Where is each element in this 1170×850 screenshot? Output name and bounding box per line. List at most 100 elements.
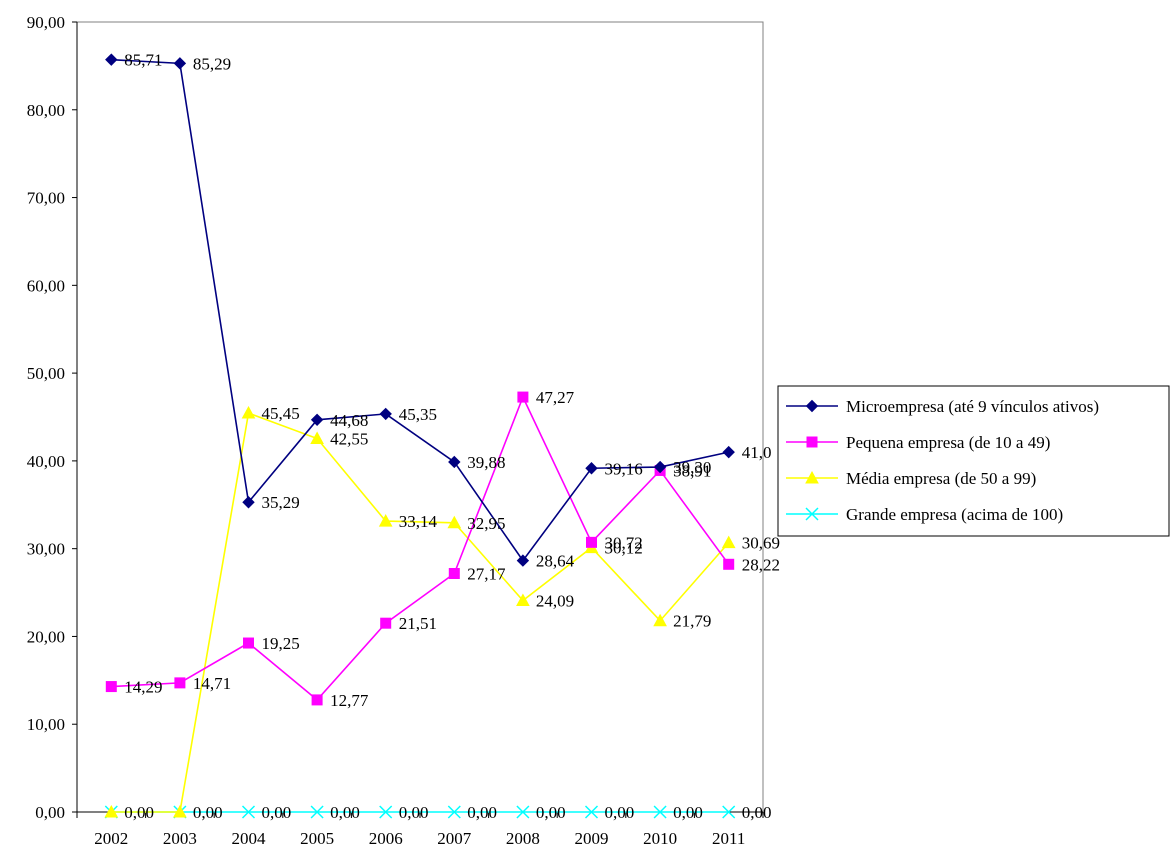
data-point [105, 681, 117, 693]
x-tick-label: 2008 [506, 829, 540, 848]
data-point [310, 431, 324, 445]
data-label: 85,71 [124, 51, 162, 70]
data-point [723, 558, 735, 570]
data-point [174, 677, 186, 689]
data-label: 0,00 [399, 803, 429, 822]
data-point [310, 805, 324, 819]
legend-marker [805, 507, 819, 521]
y-axis: 0,00 10,00 20,00 30,00 40,00 50,00 60,00 70,00 8… [27, 13, 78, 822]
data-label: 0,00 [124, 803, 154, 822]
data-point [241, 805, 256, 819]
data-label: 24,09 [536, 592, 574, 611]
data-point [516, 554, 530, 567]
legend-item: Média empresa (de 50 a 99) [786, 469, 1036, 488]
data-label: 14,29 [124, 678, 162, 697]
data-label: 0,00 [330, 803, 360, 822]
data-point [173, 57, 187, 70]
data-point [516, 805, 530, 819]
data-point [242, 496, 255, 509]
data-label: 30,69 [742, 534, 780, 553]
data-point [311, 694, 323, 706]
legend-marker [806, 436, 818, 448]
data-label: 30,12 [605, 539, 643, 558]
data-point [585, 462, 598, 475]
data-point [448, 568, 460, 580]
legend-item: Microempresa (até 9 vínculos ativos) [786, 397, 1099, 416]
y-tick-label: 0,00 [35, 803, 65, 822]
data-label: 14,71 [193, 674, 231, 693]
data-point [721, 535, 736, 549]
y-tick-label: 30,00 [27, 540, 65, 559]
y-tick-label: 10,00 [27, 715, 65, 734]
x-tick-label: 2005 [300, 829, 334, 848]
data-point [722, 805, 736, 819]
data-point [310, 413, 324, 427]
y-tick-label: 90,00 [27, 13, 65, 32]
series-line [111, 395, 730, 702]
legend-item: Grande empresa (acima de 100) [786, 505, 1063, 524]
data-point [447, 515, 462, 529]
data-label: 44,68 [330, 411, 368, 430]
data-point [722, 445, 735, 459]
data-label: 0,00 [193, 803, 223, 822]
data-label: 39,30 [673, 458, 711, 477]
data-point [653, 613, 667, 627]
legend-label: Microempresa (até 9 vínculos ativos) [846, 397, 1099, 416]
data-label: 39,16 [605, 459, 643, 478]
plot-area [76, 21, 764, 813]
x-tick-label: 2006 [369, 829, 403, 848]
data-point [378, 514, 393, 527]
x-tick-label: 2004 [232, 829, 267, 848]
y-tick-label: 50,00 [27, 364, 65, 383]
data-label: 27,17 [467, 565, 506, 584]
data-point [173, 804, 187, 818]
x-tick-label: 2010 [643, 829, 677, 848]
data-point [517, 391, 529, 403]
data-label: 0,00 [742, 803, 772, 822]
data-label: 47,27 [536, 388, 575, 407]
data-label: 19,25 [262, 634, 300, 653]
data-point [448, 455, 461, 469]
data-point [104, 804, 119, 818]
data-point [653, 805, 667, 819]
data-label: 42,55 [330, 430, 368, 449]
data-point [105, 53, 118, 66]
x-tick-label: 2007 [437, 829, 472, 848]
data-point [586, 536, 597, 548]
y-tick-label: 60,00 [27, 276, 65, 295]
data-label: 30,72 [605, 533, 643, 552]
data-point [447, 805, 461, 819]
data-label: 32,95 [467, 514, 505, 533]
data-label: 39,88 [467, 453, 505, 472]
data-label: 28,64 [536, 552, 575, 571]
legend-marker [805, 399, 819, 413]
data-label: 33,14 [399, 512, 438, 531]
data-label: 0,00 [673, 803, 703, 822]
series-line [111, 58, 729, 562]
x-tick-label: 2003 [163, 829, 197, 848]
data-label: 0,00 [536, 803, 566, 822]
legend-item: Pequena empresa (de 10 a 49) [786, 433, 1050, 452]
data-label: 12,77 [330, 691, 369, 710]
data-label: 0,00 [467, 803, 497, 822]
data-label: 85,29 [193, 54, 231, 73]
data-label: 41,0 [742, 443, 772, 462]
series-1 [105, 53, 735, 567]
series-4 [104, 805, 736, 819]
series-3 [104, 406, 736, 818]
data-point [516, 593, 530, 607]
legend-box [777, 385, 1170, 537]
legend: Microempresa (até 9 vínculos ativos) Pequ… [777, 385, 1170, 537]
data-point [379, 407, 392, 421]
data-label: 28,22 [742, 555, 780, 574]
data-point [379, 805, 393, 819]
x-tick-label: 2002 [94, 829, 128, 848]
data-label: 38,91 [673, 461, 711, 480]
data-label: 21,79 [673, 612, 711, 631]
y-tick-label: 40,00 [27, 452, 65, 471]
data-point [653, 460, 667, 474]
x-tick-label: 2011 [712, 829, 745, 848]
y-tick-label: 20,00 [27, 627, 65, 646]
data-label: 21,51 [399, 614, 437, 633]
